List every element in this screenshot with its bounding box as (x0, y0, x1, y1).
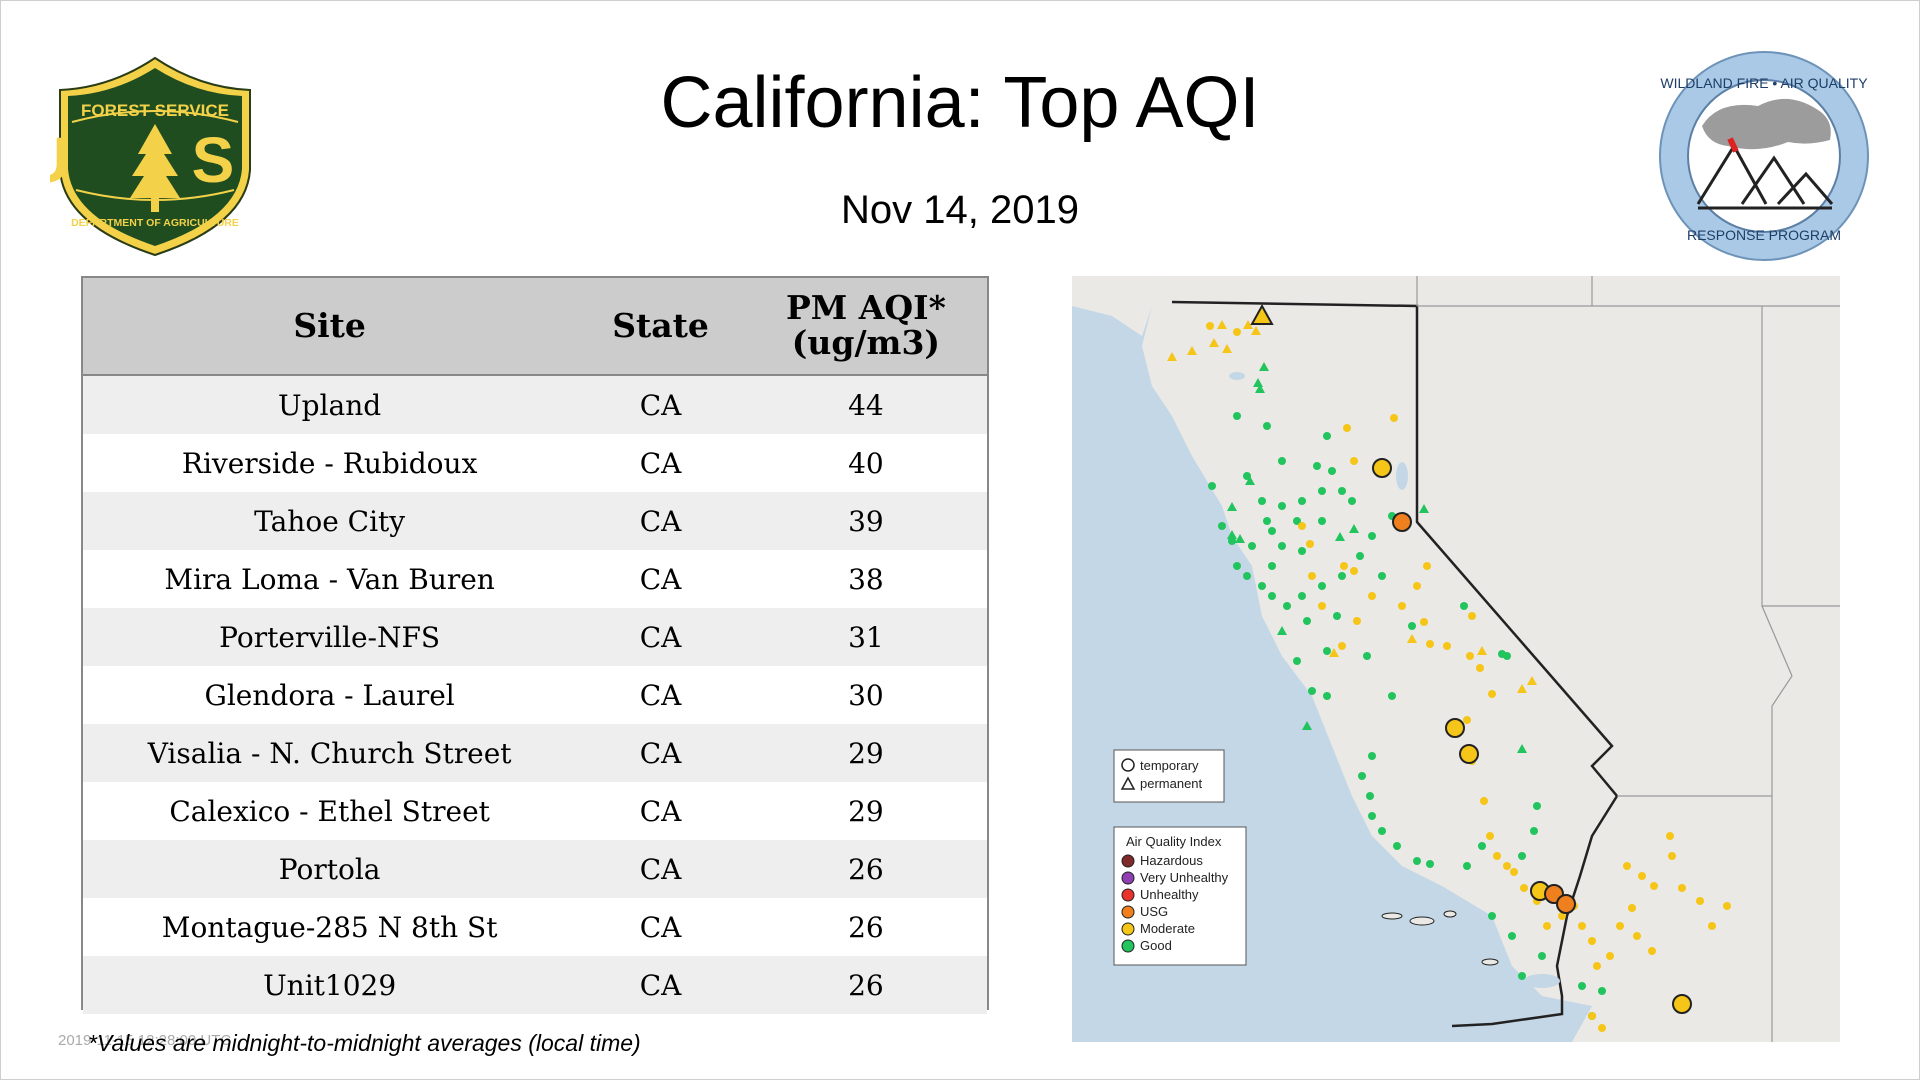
cell-aqi: 30 (744, 666, 987, 724)
cell-state: CA (576, 956, 745, 1014)
table-row: Riverside - Rubidoux CA 40 (83, 434, 987, 492)
aqi-legend-swatch (1121, 854, 1135, 868)
table-row: Upland CA 44 (83, 375, 987, 434)
cell-aqi: 29 (744, 724, 987, 782)
header-aqi: PM AQI* (ug/m3) (744, 278, 987, 376)
california-aqi-map: temporary permanent Air Quality Index Ha… (1072, 276, 1840, 1042)
cell-aqi: 29 (744, 782, 987, 840)
cell-state: CA (576, 840, 745, 898)
wf-ring-bottom: RESPONSE PROGRAM (1687, 227, 1841, 243)
cell-aqi: 31 (744, 608, 987, 666)
table-row: Calexico - Ethel Street CA 29 (83, 782, 987, 840)
cell-site: Portola (83, 840, 577, 898)
fire-icon (1727, 137, 1739, 153)
aqi-table: Site State PM AQI* (ug/m3) Upland CA 44 Ri… (81, 276, 989, 1014)
aqi-legend-swatch (1121, 922, 1135, 936)
cell-aqi: 26 (744, 956, 987, 1014)
header-state: State (576, 278, 745, 376)
header-aqi-line1: PM AQI* (785, 288, 946, 328)
fs-top-text: FOREST SERVICE (81, 101, 229, 120)
cell-site: Unit1029 (83, 956, 577, 1014)
table-row: Portola CA 26 (83, 840, 987, 898)
timestamp: 2019-11-15 12:28:00 UTC (58, 1032, 232, 1049)
pine-tree-icon (130, 124, 180, 212)
table-row: Tahoe City CA 39 (83, 492, 987, 550)
permanent-icon (1120, 776, 1136, 790)
cell-site: Porterville-NFS (83, 608, 577, 666)
aqi-legend-label: Good (1140, 938, 1172, 953)
fs-bottom-text: DEPARTMENT OF AGRICULTURE (71, 217, 239, 229)
california-border (1171, 300, 1619, 1028)
large-usg-sites (1392, 512, 1576, 914)
cell-aqi: 26 (744, 840, 987, 898)
page-date: Nov 14, 2019 (841, 188, 1079, 232)
cell-site: Visalia - N. Church Street (83, 724, 577, 782)
wf-ring-top: WILDLAND FIRE • AIR QUALITY (1660, 75, 1868, 91)
aqi-legend-label: Unhealthy (1140, 887, 1199, 902)
cell-site: Glendora - Laurel (83, 666, 577, 724)
aqi-legend-swatch (1121, 939, 1135, 953)
channel-islands (1381, 910, 1499, 966)
good-permanent-sites (1227, 362, 1527, 753)
forest-service-shield-logo: FOREST SERVICE U S DEPARTMENT OF AGRICUL… (50, 56, 251, 257)
aqi-legend-title: Air Quality Index (1126, 834, 1222, 849)
shape-legend: temporary permanent (1113, 749, 1225, 803)
aqi-legend-label: Very Unhealthy (1140, 870, 1229, 885)
aqi-legend-label: Hazardous (1140, 853, 1203, 868)
aqi-legend-swatch (1121, 871, 1135, 885)
footnote: *Values are midnight-to-midnight average… (88, 1030, 641, 1056)
table-row: Visalia - N. Church Street CA 29 (83, 724, 987, 782)
cell-site: Upland (83, 375, 577, 434)
state-borders (1416, 276, 1840, 1042)
moderate-permanent-sites (1167, 320, 1537, 693)
temporary-icon (1121, 758, 1135, 772)
table-header-row: Site State PM AQI* (ug/m3) (83, 278, 987, 376)
cell-aqi: 38 (744, 550, 987, 608)
cell-aqi: 26 (744, 898, 987, 956)
good-sites (1208, 412, 1606, 1020)
table-row: Unit1029 CA 26 (83, 956, 987, 1014)
cell-aqi: 39 (744, 492, 987, 550)
cell-site: Tahoe City (83, 492, 577, 550)
cell-aqi: 40 (744, 434, 987, 492)
legend-temporary: temporary (1140, 758, 1199, 773)
cell-state: CA (576, 666, 745, 724)
lakes (1229, 372, 1560, 988)
cell-state: CA (576, 492, 745, 550)
aqi-legend-label: USG (1140, 904, 1168, 919)
aqi-legend-swatch (1121, 888, 1135, 902)
large-moderate-permanent-site (1250, 303, 1274, 325)
cell-state: CA (576, 375, 745, 434)
cell-site: Montague-285 N 8th St (83, 898, 577, 956)
cell-site: Riverside - Rubidoux (83, 434, 577, 492)
cell-state: CA (576, 782, 745, 840)
header-aqi-line2: (ug/m3) (791, 323, 941, 362)
table-row: Porterville-NFS CA 31 (83, 608, 987, 666)
table-row: Montague-285 N 8th St CA 26 (83, 898, 987, 956)
cell-site: Calexico - Ethel Street (83, 782, 577, 840)
land-north (1072, 276, 1162, 336)
table-row: Glendora - Laurel CA 30 (83, 666, 987, 724)
cell-state: CA (576, 724, 745, 782)
aqi-legend: Air Quality Index Hazardous Very Unhealth… (1113, 826, 1247, 966)
cell-site: Mira Loma - Van Buren (83, 550, 577, 608)
aqi-legend-swatch (1121, 905, 1135, 919)
page-title: California: Top AQI (660, 63, 1260, 143)
table-row: Mira Loma - Van Buren CA 38 (83, 550, 987, 608)
header-site: Site (83, 278, 577, 376)
legend-permanent: permanent (1140, 776, 1203, 791)
cell-state: CA (576, 434, 745, 492)
smoke-icon (1702, 98, 1831, 150)
cell-state: CA (576, 608, 745, 666)
aqi-legend-label: Moderate (1140, 921, 1195, 936)
cell-state: CA (576, 550, 745, 608)
cell-state: CA (576, 898, 745, 956)
wildland-fire-air-quality-logo: WILDLAND FIRE • AIR QUALITY RESPONSE PRO… (1659, 51, 1869, 261)
moderate-sites (1206, 322, 1731, 1032)
cell-aqi: 44 (744, 375, 987, 434)
